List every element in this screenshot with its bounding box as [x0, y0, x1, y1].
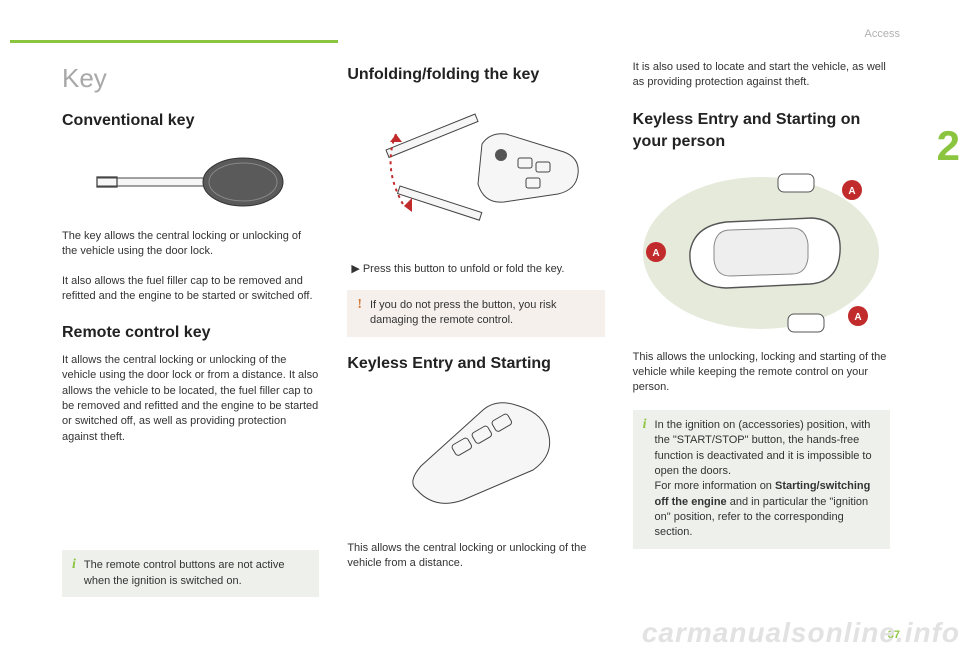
conventional-key-icon: [91, 150, 291, 214]
breadcrumb: Access: [865, 28, 900, 40]
svg-text:A: A: [653, 248, 660, 259]
figure-conventional-key: [86, 147, 296, 217]
callout-press-button-warn: ! If you do not press the button, you ri…: [347, 290, 604, 337]
column-2: Unfolding/folding the key ▶ Press this b…: [347, 60, 604, 609]
callout-ignition-line1: In the ignition on (accessories) positio…: [655, 419, 872, 477]
para-intro-col3: It is also used to locate and start the …: [633, 60, 890, 91]
info-icon: i: [643, 418, 647, 432]
info-icon: i: [72, 558, 76, 572]
para-keyless: This allows the central locking or unloc…: [347, 541, 604, 572]
section-tab-number: 2: [937, 122, 960, 170]
heading-keyless-person: Keyless Entry and Starting on your perso…: [633, 109, 890, 154]
keyless-zones-icon: A A A: [636, 168, 886, 338]
page-title: Key: [62, 60, 319, 96]
heading-unfolding: Unfolding/folding the key: [347, 64, 604, 86]
callout-remote-inactive: i The remote control buttons are not act…: [62, 550, 319, 597]
svg-text:A: A: [855, 312, 862, 323]
heading-keyless: Keyless Entry and Starting: [347, 353, 604, 375]
para-conventional-2: It also allows the fuel filler cap to be…: [62, 274, 319, 305]
figure-keyless-fob: [376, 389, 576, 529]
callout-ignition-info: i In the ignition on (accessories) posit…: [633, 410, 890, 549]
step-press-button: ▶ Press this button to unfold or fold th…: [347, 262, 604, 277]
heading-conventional-key: Conventional key: [62, 110, 319, 132]
callout-warn-text: If you do not press the button, you risk…: [370, 298, 595, 329]
para-remote: It allows the central locking or unlocki…: [62, 353, 319, 445]
svg-text:A: A: [849, 186, 856, 197]
figure-keyless-zones: A A A: [636, 168, 886, 338]
figure-unfolding-key: [361, 100, 591, 250]
para-conventional-1: The key allows the central locking or un…: [62, 229, 319, 260]
column-1: Key Conventional key The key allows the …: [62, 60, 319, 609]
callout-ignition-text: In the ignition on (accessories) positio…: [655, 418, 880, 541]
column-3: It is also used to locate and start the …: [633, 60, 890, 609]
unfolding-key-icon: [366, 100, 586, 250]
para-keyless-person: This allows the unlocking, locking and s…: [633, 350, 890, 396]
callout-ignition-line2a: For more information on: [655, 480, 775, 492]
keyless-fob-icon: [381, 394, 571, 524]
heading-remote-key: Remote control key: [62, 322, 319, 344]
warning-icon: !: [357, 298, 362, 312]
content-columns: Key Conventional key The key allows the …: [62, 60, 890, 609]
header-rule: [10, 40, 338, 43]
watermark: carmanualsonline.info: [642, 617, 960, 649]
callout-remote-text: The remote control buttons are not activ…: [84, 558, 309, 589]
